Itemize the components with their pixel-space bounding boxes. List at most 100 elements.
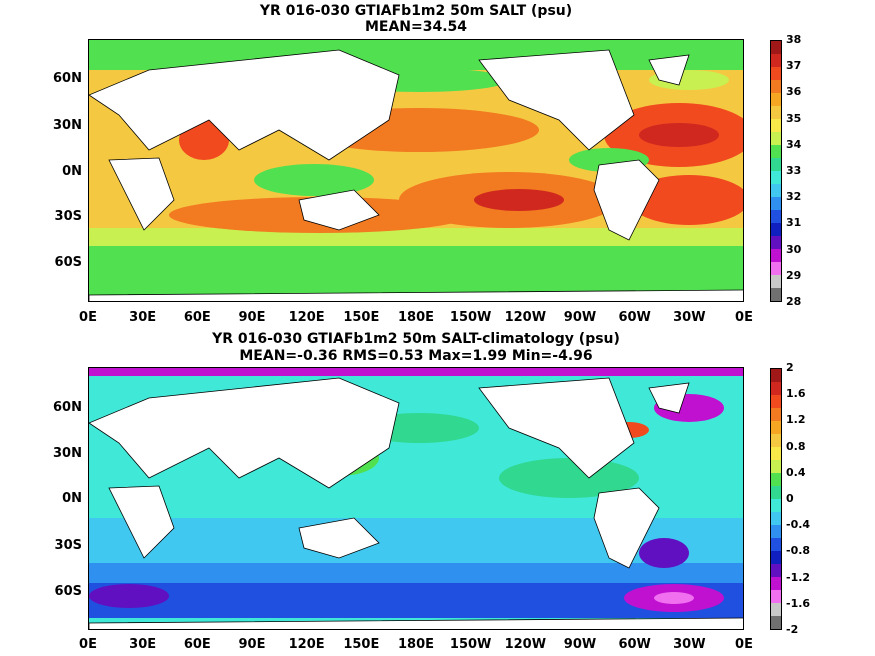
bottom-map-subtitle: MEAN=-0.36 RMS=0.53 Max=1.99 Min=-4.96: [239, 348, 593, 364]
bottom-lat-label-60s: 60S: [54, 584, 82, 599]
top-colorbar-swatch: [771, 145, 781, 158]
top-lon-label: 90E: [238, 310, 266, 325]
bottom-colorbar-swatch: [771, 551, 781, 564]
bottom-colorbar-swatch: [771, 525, 781, 538]
top-colorbar-tick-label: 34: [786, 137, 802, 151]
bottom-map-title: YR 016-030 GTIAFb1m2 50m SALT-climatolog…: [212, 331, 620, 347]
top-colorbar-tick-label: 29: [786, 268, 802, 282]
top-lon-label: 0E: [735, 310, 753, 325]
bottom-lon-label: 120W: [504, 637, 547, 652]
bottom-colorbar-swatch: [771, 590, 781, 603]
bottom-lon-label: 30E: [129, 637, 157, 652]
bottom-colorbar-swatch: [771, 577, 781, 590]
bottom-colorbar-tick-label: 0: [786, 492, 794, 505]
bottom-colorbar-swatch: [771, 486, 781, 499]
top-lon-label: 30E: [129, 310, 157, 325]
bottom-colorbar-swatch: [771, 564, 781, 577]
top-lat-label-60n: 60N: [53, 71, 82, 86]
top-lat-label-0n: 0N: [62, 164, 82, 179]
top-salinity-field: [89, 40, 743, 301]
bottom-colorbar-tick-label: -1.6: [786, 596, 811, 610]
bottom-colorbar-swatch: [771, 499, 781, 512]
bottom-colorbar-swatch: [771, 408, 781, 421]
top-lon-label: 0E: [79, 310, 97, 325]
bottom-colorbar-tick-label: 0.8: [786, 439, 806, 453]
bottom-colorbar-swatch: [771, 434, 781, 447]
top-colorbar-swatch: [771, 67, 781, 80]
top-colorbar-swatch: [771, 262, 781, 275]
bottom-colorbar-tick-label: 0.4: [786, 465, 806, 479]
bottom-lat-label-30n: 30N: [53, 446, 82, 461]
top-colorbar-swatch: [771, 275, 781, 288]
top-colorbar-tick-label: 37: [786, 59, 802, 73]
top-colorbar-swatch: [771, 184, 781, 197]
top-lon-label: 120E: [288, 310, 325, 325]
bottom-colorbar-tick-label: 1.2: [786, 413, 806, 427]
bottom-lon-label: 90E: [238, 637, 266, 652]
top-colorbar-tick-label: 38: [786, 33, 802, 46]
top-colorbar-swatch: [771, 54, 781, 67]
top-colorbar-swatch: [771, 236, 781, 249]
top-lon-label: 120W: [504, 310, 547, 325]
top-colorbar-tick-label: 33: [786, 164, 802, 177]
bottom-colorbar-swatch: [771, 616, 781, 629]
top-colorbar-swatch: [771, 93, 781, 106]
top-colorbar-swatch: [771, 288, 781, 301]
top-colorbar: [770, 40, 782, 302]
top-lon-label: 30W: [673, 310, 706, 325]
bottom-lon-label: 180E: [397, 637, 435, 652]
top-colorbar-swatch: [771, 171, 781, 184]
bottom-lon-label: 0E: [735, 637, 753, 652]
bottom-colorbar: [770, 368, 782, 630]
bottom-colorbar-tick-label: -2: [786, 623, 799, 636]
top-lon-label: 90W: [563, 310, 597, 325]
top-lat-label-60s: 60S: [54, 255, 82, 270]
top-colorbar-swatch: [771, 158, 781, 171]
top-colorbar-swatch: [771, 106, 781, 119]
bottom-lat-label-60n: 60N: [53, 400, 82, 415]
top-lon-label: 150E: [343, 310, 380, 325]
top-map-subtitle: MEAN=34.54: [364, 19, 468, 35]
bottom-lon-label: 150E: [343, 637, 380, 652]
bottom-colorbar-tick-label: 2: [786, 361, 794, 374]
top-map-plot: [88, 39, 744, 302]
bottom-colorbar-tick-label: -1.2: [786, 570, 811, 584]
bottom-lon-label: 60W: [618, 637, 651, 652]
top-colorbar-swatch: [771, 197, 781, 210]
top-map-title: YR 016-030 GTIAFb1m2 50m SALT (psu): [259, 3, 573, 19]
bottom-colorbar-swatch: [771, 603, 781, 616]
bottom-colorbar-tick-label: -0.8: [786, 544, 811, 558]
top-lat-label-30s: 30S: [54, 209, 82, 224]
top-colorbar-swatch: [771, 223, 781, 236]
top-colorbar-tick-label: 36: [786, 85, 802, 99]
bottom-lat-label-0n: 0N: [62, 491, 82, 506]
bottom-colorbar-swatch: [771, 447, 781, 460]
top-lon-label: 150W: [449, 310, 492, 325]
top-colorbar-tick-label: 31: [786, 216, 802, 230]
bottom-colorbar-swatch: [771, 421, 781, 434]
top-colorbar-swatch: [771, 210, 781, 223]
top-lon-label: 60W: [618, 310, 651, 325]
top-colorbar-swatch: [771, 249, 781, 262]
top-colorbar-swatch: [771, 132, 781, 145]
bottom-colorbar-tick-label: -0.4: [786, 518, 811, 532]
bottom-lon-label: 30W: [673, 637, 706, 652]
bottom-colorbar-swatch: [771, 473, 781, 486]
bottom-colorbar-swatch: [771, 460, 781, 473]
top-lon-label: 60E: [183, 310, 211, 325]
bottom-lon-label: 0E: [79, 637, 97, 652]
bottom-colorbar-tick-label: 1.6: [786, 387, 806, 401]
bottom-lon-label: 150W: [449, 637, 492, 652]
bottom-map-plot: [88, 367, 744, 630]
bottom-colorbar-swatch: [771, 382, 781, 395]
top-colorbar-tick-label: 32: [786, 190, 802, 204]
top-lon-label: 180E: [397, 310, 435, 325]
bottom-anomaly-field: [89, 368, 743, 629]
top-colorbar-swatch: [771, 119, 781, 132]
top-colorbar-swatch: [771, 41, 781, 54]
bottom-lon-label: 90W: [563, 637, 597, 652]
top-colorbar-tick-label: 28: [786, 295, 802, 308]
top-colorbar-tick-label: 35: [786, 111, 802, 125]
top-lat-label-30n: 30N: [53, 118, 82, 133]
bottom-colorbar-swatch: [771, 395, 781, 408]
